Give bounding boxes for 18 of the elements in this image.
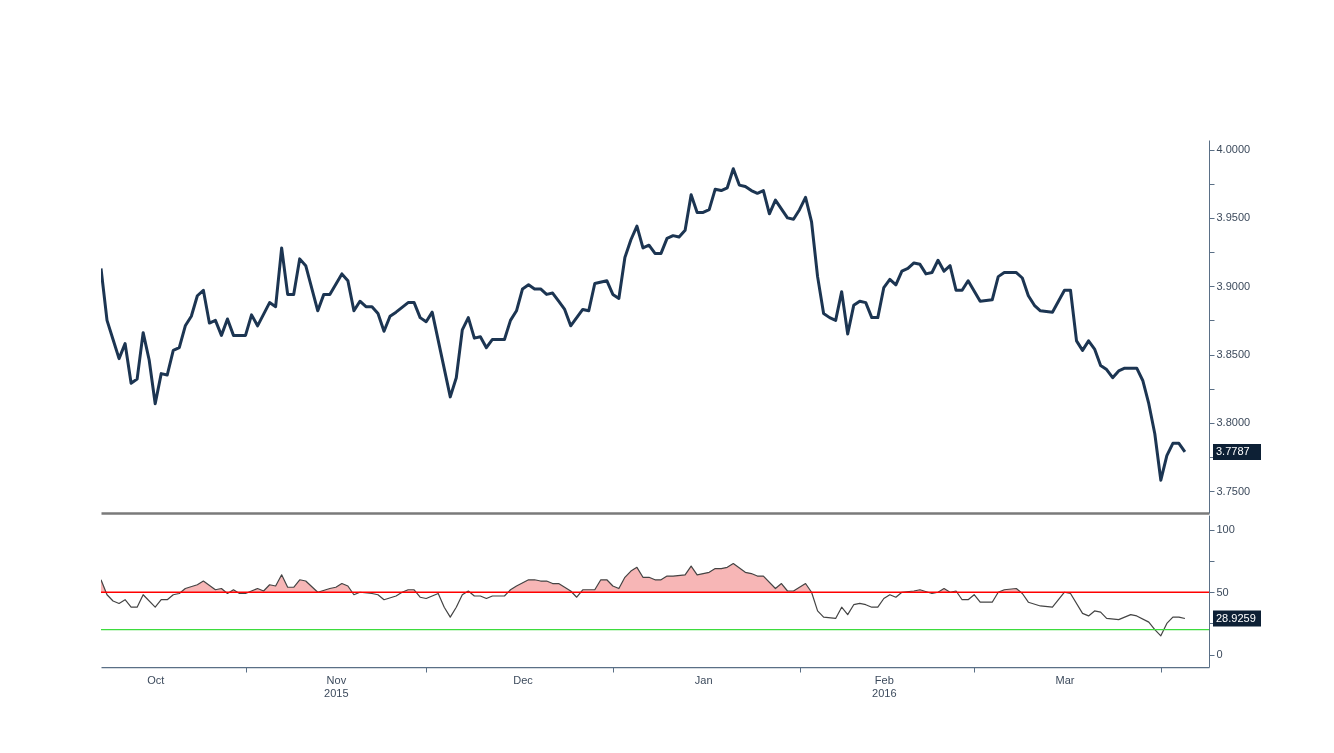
y-tick-label: 50 xyxy=(1216,585,1229,598)
text: 28.9259 xyxy=(1216,611,1256,624)
text: 3.7787 xyxy=(1216,444,1250,457)
y-tick-label: 3.8000 xyxy=(1216,416,1251,429)
x-tick-label: Dec xyxy=(513,673,534,686)
x-tick-label: Nov 2015 xyxy=(324,673,349,699)
y-tick-label: 3.7500 xyxy=(1216,484,1251,497)
x-tick-label: Mar xyxy=(1055,673,1075,686)
y-tick-label: 3.9500 xyxy=(1216,211,1251,224)
y-tick-label: 3.9000 xyxy=(1216,279,1251,292)
x-tick-label: Jan xyxy=(694,673,713,686)
y-tick-label: 100 xyxy=(1216,523,1235,536)
y-tick-label: 4.0000 xyxy=(1216,143,1251,156)
x-tick-label: Oct xyxy=(147,673,165,686)
x-tick-label: Feb 2016 xyxy=(872,673,897,699)
y-tick-label: 0 xyxy=(1216,648,1223,661)
line-series xyxy=(101,167,1187,482)
y-tick-label: 3.8500 xyxy=(1216,348,1251,361)
